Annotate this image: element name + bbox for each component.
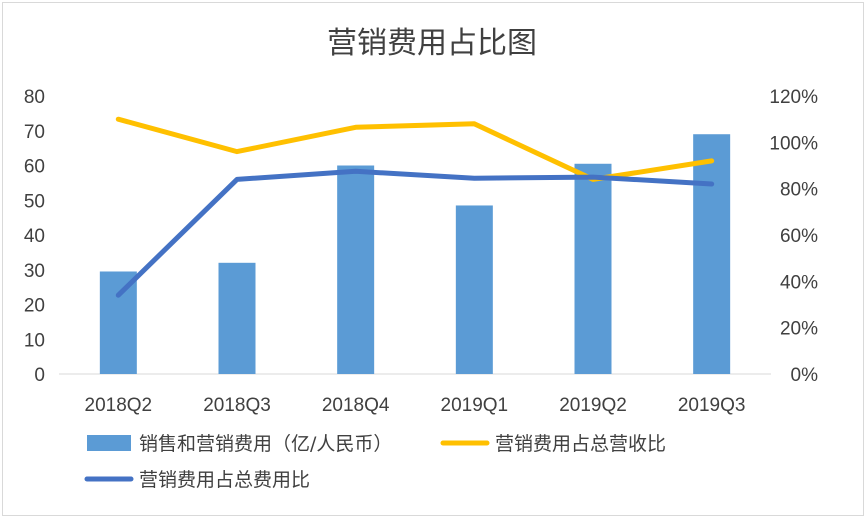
right-axis-tick-label: 40% bbox=[780, 272, 818, 293]
bar bbox=[99, 271, 137, 374]
right-axis-tick-label: 20% bbox=[780, 319, 818, 340]
x-axis-tick-label: 2019Q3 bbox=[678, 395, 746, 416]
bar-series bbox=[99, 134, 731, 374]
left-axis-tick-label: 30 bbox=[24, 261, 45, 282]
legend-label: 销售和营销费用（亿/人民币） bbox=[139, 433, 392, 455]
x-axis-ticks: 2018Q2 2018Q3 2018Q4 2019Q1 2019Q2 2019Q3 bbox=[85, 395, 746, 416]
bar bbox=[693, 134, 731, 374]
bar bbox=[218, 262, 256, 374]
left-axis-tick-label: 80 bbox=[24, 87, 45, 108]
line-series bbox=[115, 116, 715, 298]
legend-swatch-bar bbox=[87, 435, 131, 451]
combo-chart: 营销费用占比图 0 10 20 30 40 50 60 70 80 0% 20% 40% 60% 80%… bbox=[24, 26, 818, 491]
left-axis-tick-label: 50 bbox=[24, 191, 45, 212]
bar bbox=[574, 163, 612, 374]
right-axis-tick-label: 120% bbox=[769, 87, 818, 108]
chart-title: 营销费用占比图 bbox=[327, 26, 537, 61]
x-axis-tick-label: 2019Q1 bbox=[441, 395, 509, 416]
x-axis-tick-label: 2018Q4 bbox=[322, 395, 390, 416]
x-axis-tick-label: 2018Q2 bbox=[85, 395, 153, 416]
x-axis-tick-label: 2019Q2 bbox=[559, 395, 627, 416]
left-axis-tick-label: 0 bbox=[34, 365, 45, 386]
left-axis-tick-label: 70 bbox=[24, 122, 45, 143]
series-line bbox=[115, 168, 715, 298]
left-axis-tick-label: 40 bbox=[24, 226, 45, 247]
bar bbox=[455, 205, 493, 374]
left-axis-tick-label: 60 bbox=[24, 157, 45, 178]
bar bbox=[337, 165, 375, 374]
right-axis-tick-label: 80% bbox=[780, 180, 818, 201]
right-axis-tick-label: 0% bbox=[791, 365, 819, 386]
left-axis-ticks: 0 10 20 30 40 50 60 70 80 bbox=[24, 87, 45, 386]
left-axis-tick-label: 10 bbox=[24, 330, 45, 351]
legend-label: 营销费用占总费用比 bbox=[139, 469, 310, 491]
right-axis-ticks: 0% 20% 40% 60% 80% 100% 120% bbox=[769, 87, 818, 386]
x-axis-tick-label: 2018Q3 bbox=[203, 395, 271, 416]
series-line bbox=[115, 116, 715, 182]
right-axis-tick-label: 100% bbox=[769, 133, 818, 154]
left-axis-tick-label: 20 bbox=[24, 296, 45, 317]
legend-label: 营销费用占总营收比 bbox=[495, 433, 666, 455]
right-axis-tick-label: 60% bbox=[780, 226, 818, 247]
